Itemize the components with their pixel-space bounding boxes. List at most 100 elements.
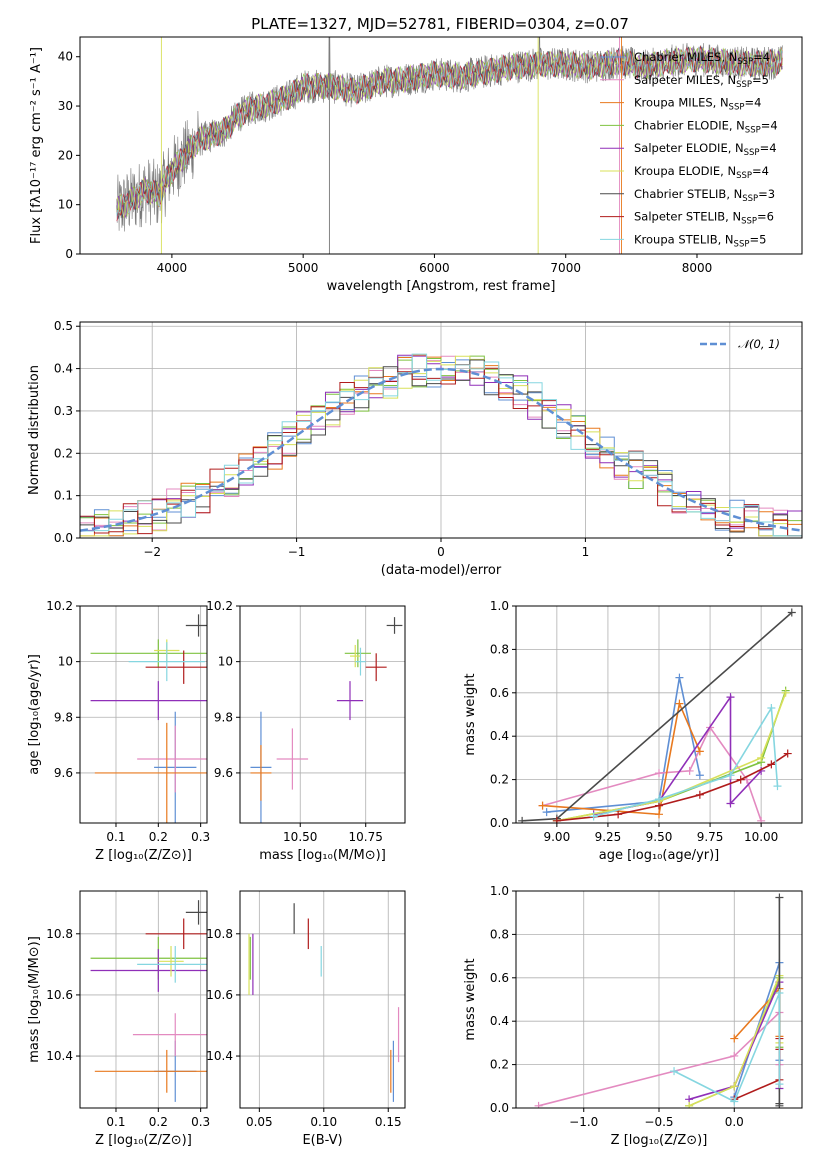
weight_vs_age-xtick-label: 9.00 <box>543 830 570 844</box>
weight_vs_age-marker <box>767 703 776 712</box>
weight_vs_age-marker <box>695 790 704 799</box>
age_vs_mass-ytick-label: 9.6 <box>214 766 233 780</box>
weight_vs_Z-xtick-label: −0.5 <box>644 1115 673 1129</box>
legend-entry-0: Chabrier MILES, NSSP=4 <box>634 50 770 67</box>
spectrum-ytick-label: 20 <box>58 148 73 162</box>
age_vs_Z-ylabel: age [log₁₀(age/yr)] <box>27 654 42 775</box>
age_vs_Z-ytick-label: 9.6 <box>54 766 73 780</box>
spectrum-xlabel: wavelength [Angstrom, rest frame] <box>327 279 556 294</box>
weight_vs_Z-marker <box>670 1067 679 1076</box>
spectrum-ytick-label: 10 <box>58 198 73 212</box>
age_vs_Z-ytick-label: 9.8 <box>54 710 73 724</box>
age_vs_Z-xtick-label: 0.2 <box>149 830 168 844</box>
age_vs_mass-ytick-label: 10 <box>218 655 233 669</box>
weight_vs_Z-ylabel: mass weight <box>463 958 478 1040</box>
weight_vs_Z-marker <box>775 893 784 902</box>
weight_vs_age-series-7 <box>556 752 789 822</box>
spectrum-xtick-label: 7000 <box>550 261 581 275</box>
residuals-xtick-label: 1 <box>582 545 590 559</box>
age_vs_Z-xtick-label: 0.1 <box>106 830 125 844</box>
weight_vs_age-ytick-label: 0.2 <box>490 773 509 787</box>
mass_vs_Z-points <box>90 900 207 1102</box>
age_vs_Z-ytick-label: 10 <box>58 655 73 669</box>
weight_vs_age-xtick-label: 9.25 <box>595 830 622 844</box>
weight_vs_age-marker <box>542 808 551 817</box>
model-spectrum-8 <box>116 46 783 216</box>
mass_vs_ebv-xtick-label: 0.10 <box>310 1115 337 1129</box>
weight_vs_Z-lines <box>534 893 784 1108</box>
mass_vs_Z-ylabel: mass [log₁₀(M/M⊙)] <box>27 936 42 1063</box>
weight_vs_Z-ytick-label: 0.0 <box>490 1101 509 1115</box>
weight_vs_age-series-6 <box>522 611 793 822</box>
weight_vs_age-marker <box>726 771 735 780</box>
figure-title: PLATE=1327, MJD=52781, FIBERID=0304, z=0… <box>251 15 629 33</box>
legend-entry-4: Salpeter ELODIE, NSSP=4 <box>634 141 777 158</box>
weight_vs_age-marker <box>518 816 527 823</box>
weight_vs_Z-ytick-label: 1.0 <box>490 884 509 898</box>
weight_vs_Z-xtick-label: 0.0 <box>725 1115 744 1129</box>
age_vs_mass-xlabel: mass [log₁₀(M/M⊙)] <box>259 848 386 863</box>
weight_vs_age-marker <box>655 769 663 778</box>
weight_vs_Z-ytick-label: 0.6 <box>490 971 509 985</box>
weight_vs_Z-series-8 <box>673 992 781 1103</box>
residuals-xtick-label: −2 <box>143 545 161 559</box>
legend-entry-2: Kroupa MILES, NSSP=4 <box>634 96 761 113</box>
residuals-frame <box>79 321 803 539</box>
mass_vs_ebv-xlabel: E(B-V) <box>302 1133 342 1148</box>
weight_vs_age-marker <box>773 782 782 791</box>
weight_vs_age-marker <box>781 688 790 697</box>
residuals-ytick-label: 0.1 <box>54 489 73 503</box>
weight_vs_age-series-0 <box>546 677 701 813</box>
gaussian-legend-label: 𝒩(0, 1) <box>738 337 780 351</box>
weight_vs_Z-marker <box>730 1034 739 1043</box>
weight_vs_age-ytick-label: 0.6 <box>490 686 509 700</box>
residuals-ytick-label: 0.0 <box>54 531 73 545</box>
age_vs_mass-ytick-label: 9.8 <box>214 710 233 724</box>
weight_vs_age-lines <box>518 608 796 823</box>
weight_vs_Z-marker <box>730 1051 739 1060</box>
residuals-ytick-label: 0.4 <box>54 362 73 376</box>
weight_vs_Z-marker <box>730 1082 739 1091</box>
age_vs_mass-xtick-label: 10.50 <box>283 830 317 844</box>
weight_vs_age-marker <box>757 753 766 762</box>
weight_vs_age-marker <box>675 673 684 682</box>
weight_vs_Z-marker <box>685 1101 694 1108</box>
age_vs_Z-ytick-label: 10.2 <box>46 599 73 613</box>
legend-entry-1: Salpeter MILES, NSSP=5 <box>634 73 769 90</box>
weight_vs_age-marker <box>783 749 792 758</box>
legend-entry-6: Chabrier STELIB, NSSP=3 <box>634 187 775 204</box>
weight_vs_Z-marker <box>534 1101 543 1108</box>
spectrum-xtick-label: 5000 <box>288 261 319 275</box>
weight_vs_Z-xtick-label: −1.0 <box>569 1115 598 1129</box>
weight_vs_age-xlabel: age [log₁₀(age/yr)] <box>599 848 720 863</box>
spectrum-ytick-label: 30 <box>58 99 73 113</box>
weight_vs_age-ytick-label: 0.8 <box>490 642 509 656</box>
weight_vs_age-marker <box>655 795 663 804</box>
weight_vs_Z-ytick-label: 0.8 <box>490 927 509 941</box>
weight_vs_age-ytick-label: 0.0 <box>490 816 509 830</box>
weight_vs_age-xtick-label: 9.50 <box>646 830 673 844</box>
age_vs_mass-ytick-label: 10.2 <box>206 599 233 613</box>
age_vs_Z-points <box>90 614 207 823</box>
weight_vs_age-marker <box>726 799 735 808</box>
spectrum-xtick-label: 8000 <box>682 261 713 275</box>
spectrum-xtick-label: 4000 <box>157 261 188 275</box>
weight_vs_age-marker <box>736 775 745 784</box>
gaussian-curve <box>80 367 802 532</box>
legend-entry-8: Kroupa STELIB, NSSP=5 <box>634 232 766 249</box>
weight_vs_age-marker <box>552 816 561 823</box>
weight_vs_age-marker <box>726 693 735 702</box>
weight_vs_Z-marker <box>775 1099 784 1108</box>
weight_vs_Z-ytick-label: 0.2 <box>490 1058 509 1072</box>
residuals-xtick-label: 2 <box>726 545 734 559</box>
spectrum-ytick-label: 0 <box>65 247 73 261</box>
mass_vs_Z-xtick-label: 0.2 <box>149 1115 168 1129</box>
weight_vs_Z-marker <box>730 1097 739 1106</box>
mass_vs_ebv-points <box>248 903 400 1102</box>
residuals-ytick-label: 0.5 <box>54 319 73 333</box>
weight_vs_age-ytick-label: 0.4 <box>490 729 509 743</box>
age_vs_Z-frame <box>79 605 208 824</box>
weight_vs_age-marker <box>695 771 704 780</box>
mass_vs_ebv-xtick-label: 0.05 <box>246 1115 273 1129</box>
